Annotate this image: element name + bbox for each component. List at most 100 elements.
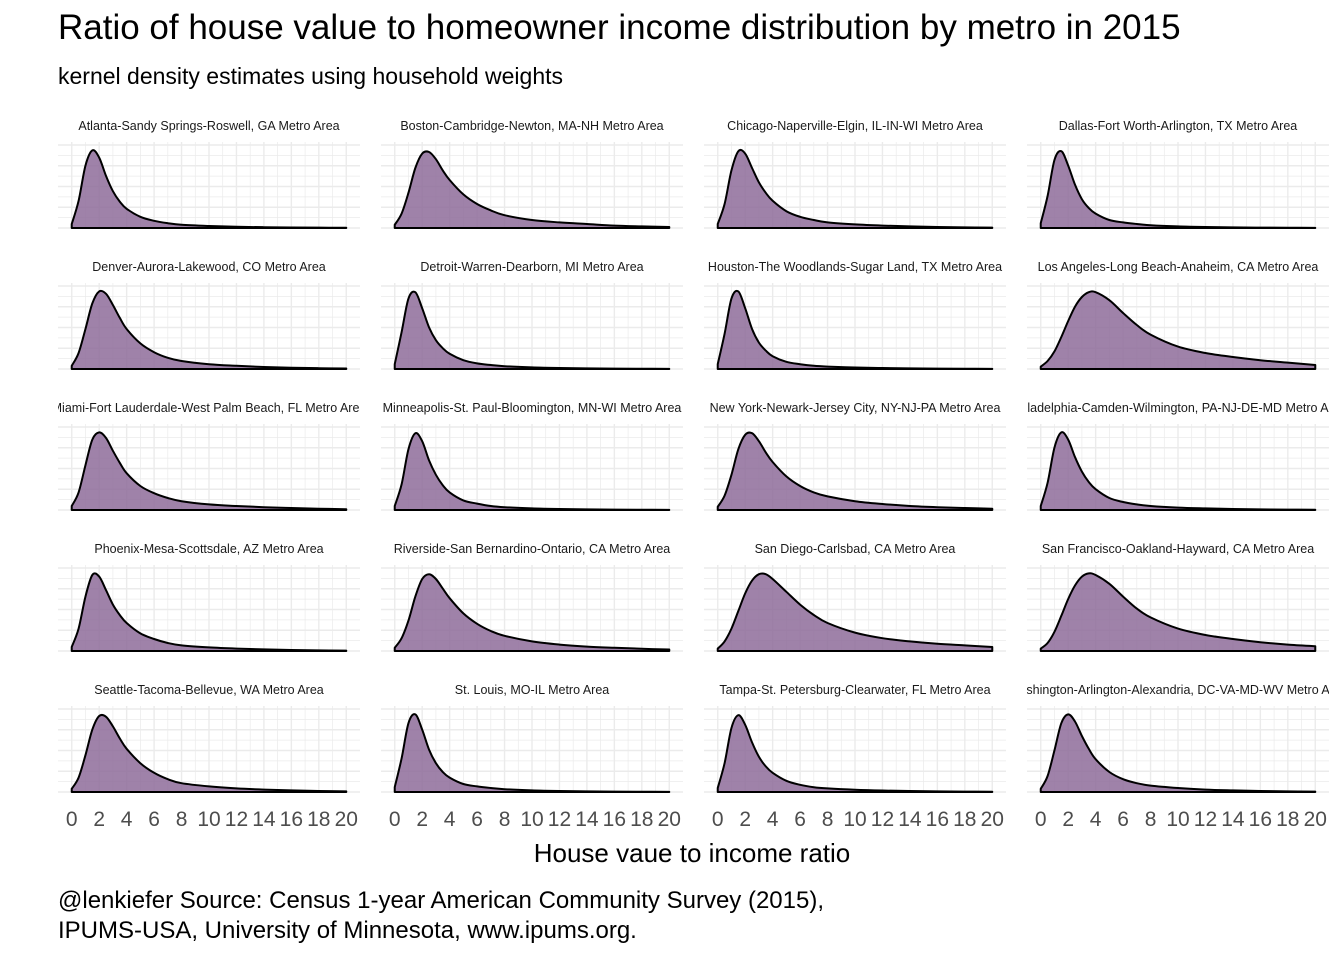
density-outline <box>716 572 994 652</box>
density-outline <box>716 431 994 511</box>
x-tick-label: 16 <box>280 808 303 831</box>
x-tick-label: 12 <box>871 808 894 831</box>
facet-panel: Riverside-San Bernardino-Ontario, CA Met… <box>381 542 683 652</box>
x-tick-label: 16 <box>603 808 626 831</box>
density-area <box>1040 291 1316 369</box>
facet-panel: Phoenix-Mesa-Scottsdale, AZ Metro Area <box>58 542 360 652</box>
facet-label: Atlanta-Sandy Springs-Roswell, GA Metro … <box>78 119 339 133</box>
x-tick-label: 0 <box>1035 808 1047 831</box>
x-tick-label: 8 <box>176 808 188 831</box>
x-tick-label: 8 <box>1145 808 1157 831</box>
density-outline <box>70 149 348 229</box>
facet-panel: Chicago-Naperville-Elgin, IL-IN-WI Metro… <box>704 119 1006 229</box>
chart-subtitle: kernel density estimates using household… <box>58 63 564 89</box>
x-tick-label: 4 <box>767 808 779 831</box>
x-tick-label: 6 <box>148 808 160 831</box>
x-tick-label: 6 <box>1117 808 1129 831</box>
facet-label: Denver-Aurora-Lakewood, CO Metro Area <box>92 260 325 274</box>
facet-label: Tampa-St. Petersburg-Clearwater, FL Metr… <box>719 683 990 697</box>
density-outline <box>70 431 348 511</box>
facet-label: San Francisco-Oakland-Hayward, CA Metro … <box>1042 542 1314 556</box>
x-tick-label: 8 <box>822 808 834 831</box>
density-area <box>717 715 993 792</box>
facet-panel: Washington-Arlington-Alexandria, DC-VA-M… <box>1008 683 1344 831</box>
x-tick-label: 12 <box>548 808 571 831</box>
density-outline <box>393 432 671 511</box>
facet-panel: Minneapolis-St. Paul-Bloomington, MN-WI … <box>381 401 683 511</box>
density-area <box>71 573 347 651</box>
facet-label: Phoenix-Mesa-Scottsdale, AZ Metro Area <box>94 542 323 556</box>
facet-panel: Miami-Fort Lauderdale-West Palm Beach, F… <box>52 401 367 511</box>
facet-panel: Los Angeles-Long Beach-Anaheim, CA Metro… <box>1027 260 1329 370</box>
x-tick-label: 18 <box>307 808 330 831</box>
x-tick-label: 4 <box>1090 808 1102 831</box>
x-tick-label: 2 <box>1062 808 1074 831</box>
facet-label: Washington-Arlington-Alexandria, DC-VA-M… <box>1008 683 1344 697</box>
density-outline <box>1039 150 1317 229</box>
x-tick-label: 4 <box>121 808 133 831</box>
facet-label: Seattle-Tacoma-Bellevue, WA Metro Area <box>94 683 324 697</box>
density-outline <box>1039 431 1317 511</box>
density-outline <box>393 573 671 652</box>
density-outline <box>1039 713 1317 793</box>
x-axis-label: House vaue to income ratio <box>533 838 851 868</box>
x-tick-label: 8 <box>499 808 511 831</box>
facet-panel: Dallas-Fort Worth-Arlington, TX Metro Ar… <box>1027 119 1329 229</box>
facet-grid <box>704 706 1006 793</box>
chart-title: Ratio of house value to homeowner income… <box>58 8 1181 47</box>
facet-panel: Denver-Aurora-Lakewood, CO Metro Area <box>58 260 360 370</box>
facet-panel: Tampa-St. Petersburg-Clearwater, FL Metr… <box>704 683 1006 831</box>
x-tick-label: 4 <box>444 808 456 831</box>
density-area <box>394 714 670 792</box>
facet-panel: New York-Newark-Jersey City, NY-NJ-PA Me… <box>704 401 1006 511</box>
x-tick-label: 20 <box>335 808 358 831</box>
x-tick-label: 0 <box>66 808 78 831</box>
density-outline <box>716 714 994 793</box>
x-tick-label: 10 <box>520 808 543 831</box>
facet-panel: Philadelphia-Camden-Wilmington, PA-NJ-DE… <box>1009 401 1344 511</box>
x-tick-label: 10 <box>1166 808 1189 831</box>
caption-line-1: @lenkiefer Source: Census 1-year America… <box>58 887 825 914</box>
density-outline <box>70 713 348 793</box>
density-outline <box>393 150 671 229</box>
x-tick-label: 2 <box>416 808 428 831</box>
chart-caption: @lenkiefer Source: Census 1-year America… <box>58 886 824 946</box>
facet-label: Riverside-San Bernardino-Ontario, CA Met… <box>394 542 671 556</box>
facet-label: New York-Newark-Jersey City, NY-NJ-PA Me… <box>710 401 1001 415</box>
x-tick-label: 0 <box>712 808 724 831</box>
facet-panel: Atlanta-Sandy Springs-Roswell, GA Metro … <box>58 119 360 229</box>
density-area <box>394 151 670 228</box>
facet-panel: San Diego-Carlsbad, CA Metro Area <box>704 542 1006 652</box>
density-outline <box>393 713 671 793</box>
facet-label: Boston-Cambridge-Newton, MA-NH Metro Are… <box>400 119 663 133</box>
x-tick-label: 2 <box>93 808 105 831</box>
x-tick-label: 14 <box>898 808 922 831</box>
density-area <box>717 290 993 369</box>
density-outline <box>393 290 671 370</box>
x-tick-label: 6 <box>471 808 483 831</box>
x-tick-label: 20 <box>658 808 681 831</box>
facet-label: Chicago-Naperville-Elgin, IL-IN-WI Metro… <box>727 119 983 133</box>
density-outline <box>716 148 994 229</box>
facet-label: Miami-Fort Lauderdale-West Palm Beach, F… <box>52 401 367 415</box>
facet-label: St. Louis, MO-IL Metro Area <box>455 683 610 697</box>
x-tick-label: 10 <box>843 808 866 831</box>
x-tick-label: 18 <box>953 808 976 831</box>
x-tick-label: 0 <box>389 808 401 831</box>
facet-grid <box>58 142 360 229</box>
x-tick-label: 20 <box>981 808 1004 831</box>
facet-panel: Detroit-Warren-Dearborn, MI Metro Area <box>381 260 683 370</box>
density-outline <box>716 289 994 370</box>
x-tick-label: 18 <box>1276 808 1299 831</box>
x-tick-label: 6 <box>794 808 806 831</box>
facet-label: Philadelphia-Camden-Wilmington, PA-NJ-DE… <box>1009 401 1344 415</box>
facet-panel: San Francisco-Oakland-Hayward, CA Metro … <box>1027 542 1329 652</box>
x-tick-label: 14 <box>252 808 276 831</box>
x-tick-label: 12 <box>1194 808 1217 831</box>
density-area <box>394 432 670 510</box>
x-tick-label: 2 <box>739 808 751 831</box>
density-area <box>71 432 347 510</box>
facet-label: Minneapolis-St. Paul-Bloomington, MN-WI … <box>383 401 682 415</box>
